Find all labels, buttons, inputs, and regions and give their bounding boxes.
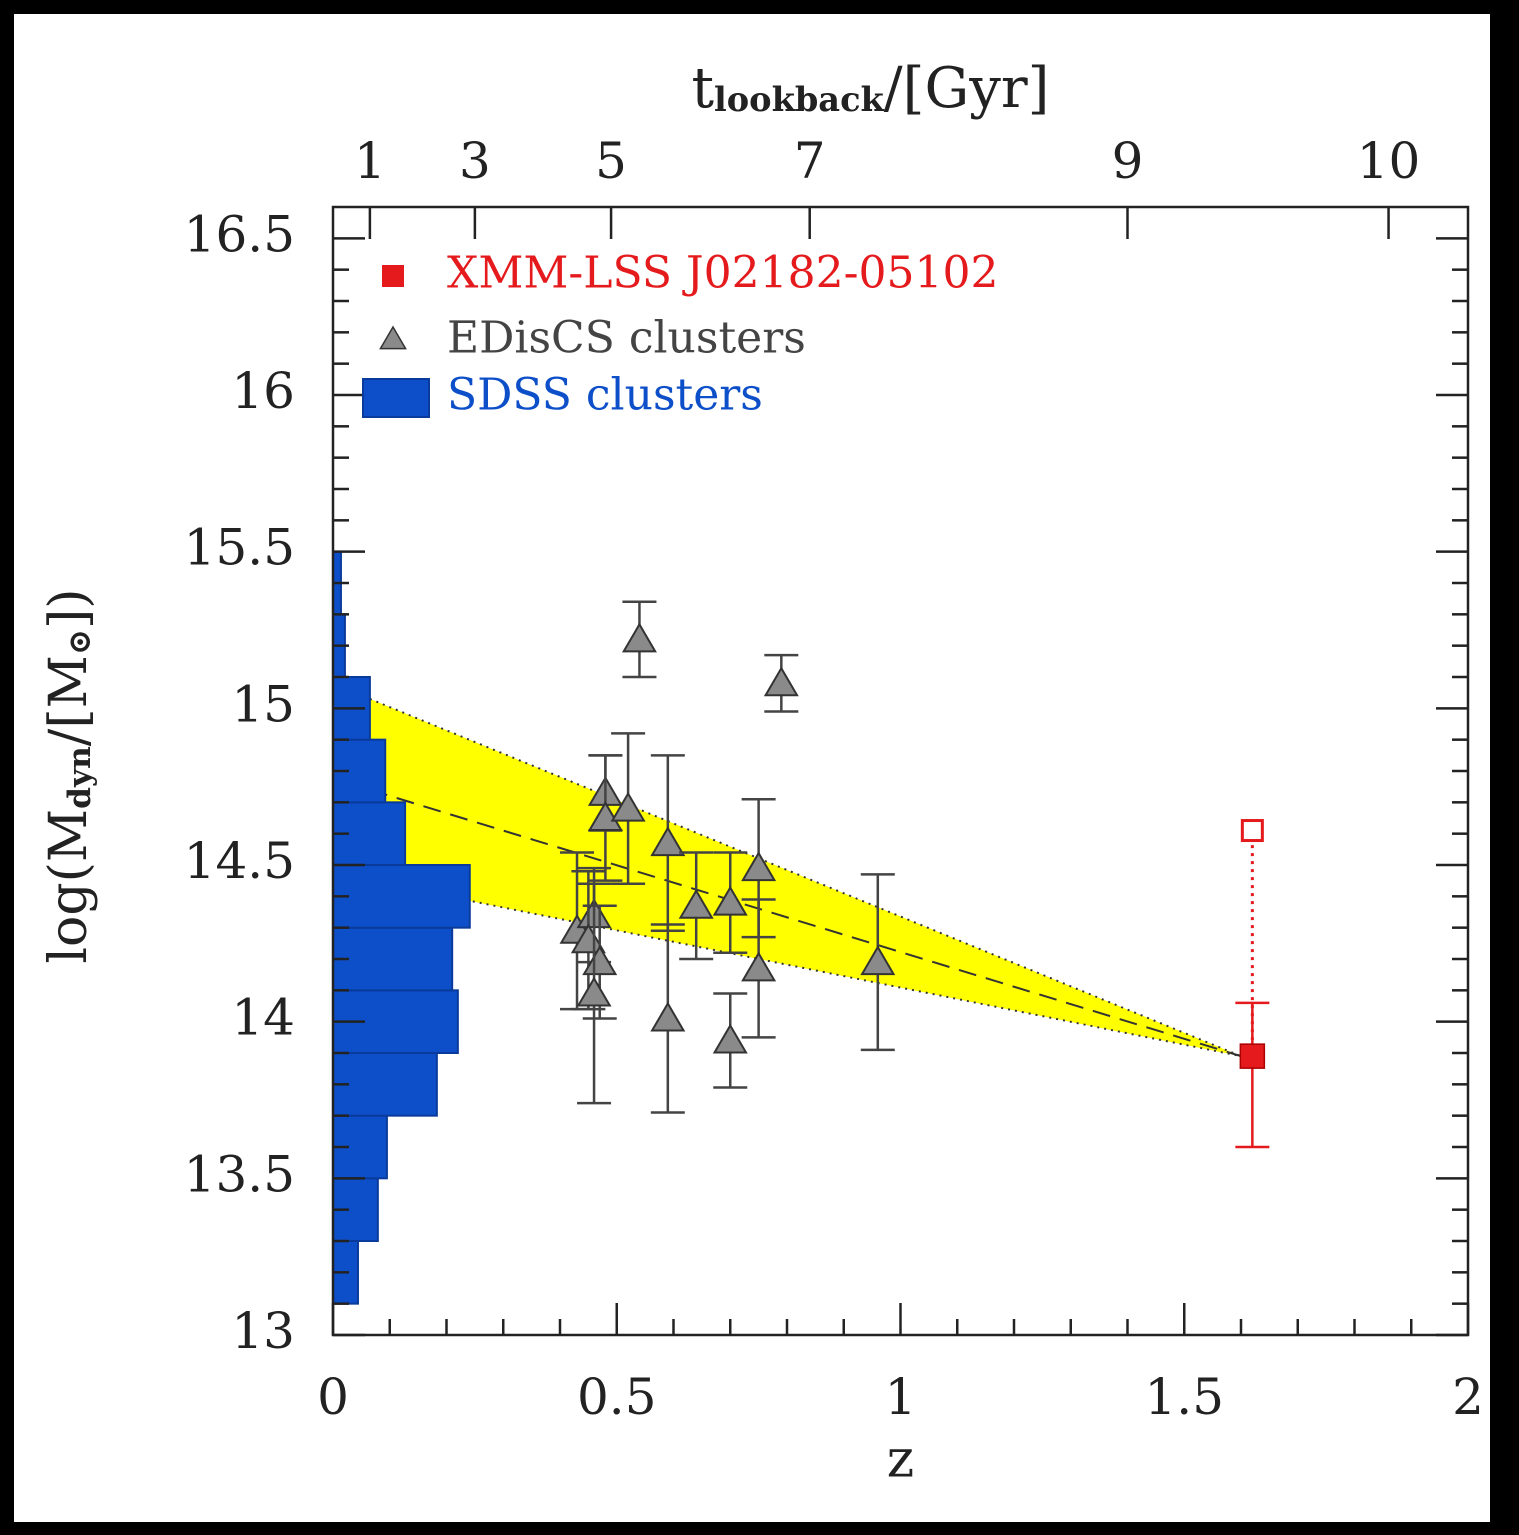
y-tick-label: 16 bbox=[231, 362, 295, 420]
triangle-marker bbox=[650, 826, 686, 857]
label-part: /[Gyr] bbox=[884, 56, 1050, 121]
label-subscript: lookback bbox=[714, 79, 884, 119]
y-tick-label: 13.5 bbox=[184, 1145, 295, 1203]
square-marker bbox=[1239, 1043, 1266, 1069]
x-tick-label: 1 bbox=[885, 1368, 917, 1426]
x2-axis-label: tlookback/[Gyr] bbox=[692, 56, 1050, 121]
legend-label: SDSS clusters bbox=[447, 370, 763, 421]
y-tick-label: 14 bbox=[231, 989, 295, 1047]
y-tick-label: 16.5 bbox=[184, 205, 295, 263]
x-tick-label: 0.5 bbox=[577, 1368, 657, 1426]
x2-tick-label: 1 bbox=[354, 132, 386, 190]
label-part: ]) bbox=[39, 588, 99, 629]
triangle-marker bbox=[712, 885, 748, 916]
x-tick-label: 0 bbox=[317, 1368, 349, 1426]
triangle-marker bbox=[741, 951, 777, 982]
triangle-marker bbox=[763, 666, 799, 697]
triangle-marker bbox=[587, 801, 623, 831]
model-line bbox=[369, 788, 1242, 1058]
y-tick-label: 14.5 bbox=[184, 832, 295, 890]
x-tick-label: 2 bbox=[1452, 1368, 1484, 1426]
x2-tick-label: 5 bbox=[595, 132, 627, 190]
triangle-marker bbox=[582, 945, 618, 976]
open-square-marker bbox=[1240, 819, 1264, 843]
histogram-bar bbox=[332, 864, 471, 929]
triangle-marker bbox=[712, 1023, 748, 1054]
triangle-marker bbox=[678, 888, 714, 919]
triangle-marker bbox=[621, 622, 657, 653]
y-tick-label: 13 bbox=[231, 1302, 295, 1360]
x2-tick-label: 10 bbox=[1357, 132, 1421, 190]
legend-marker bbox=[362, 378, 430, 418]
histogram-bar bbox=[332, 926, 454, 992]
label-part: /[M bbox=[39, 655, 99, 746]
x2-tick-label: 3 bbox=[459, 132, 491, 190]
label-part: t bbox=[692, 56, 715, 121]
label-subscript: ⊙ bbox=[62, 629, 98, 655]
y-tick-label: 15.5 bbox=[184, 519, 295, 577]
background bbox=[14, 14, 1490, 1522]
triangle-marker bbox=[576, 976, 612, 1007]
label-subscript: dyn bbox=[62, 746, 98, 809]
y-axis-label: log(Mdyn/[M⊙]) bbox=[39, 588, 99, 963]
model-line bbox=[369, 698, 1242, 1058]
y-tick-label: 15 bbox=[231, 675, 295, 733]
x2-tick-label: 7 bbox=[794, 132, 826, 190]
triangle-marker bbox=[860, 945, 896, 976]
x-tick-label: 1.5 bbox=[1144, 1368, 1224, 1426]
legend-label: EDisCS clusters bbox=[447, 313, 806, 364]
triangle-marker bbox=[650, 1001, 686, 1032]
triangle-marker bbox=[570, 923, 606, 954]
legend-marker bbox=[379, 325, 407, 350]
x-axis-label: z bbox=[887, 1430, 914, 1490]
legend-marker bbox=[382, 265, 404, 287]
x2-tick-label: 9 bbox=[1112, 132, 1144, 190]
legend-label: XMM-LSS J02182-05102 bbox=[447, 248, 998, 299]
triangle-marker bbox=[610, 791, 646, 822]
model-line bbox=[369, 879, 1242, 1058]
label-part: log(M bbox=[39, 809, 99, 964]
triangle-marker bbox=[741, 851, 777, 882]
